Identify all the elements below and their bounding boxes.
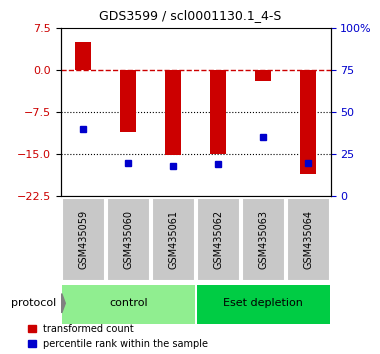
FancyArrow shape bbox=[61, 293, 65, 313]
Bar bbox=[62, 198, 105, 281]
Bar bbox=[196, 198, 240, 281]
Bar bbox=[120, 70, 136, 132]
Text: GSM435064: GSM435064 bbox=[303, 210, 313, 269]
Bar bbox=[300, 70, 316, 174]
Bar bbox=[255, 70, 271, 81]
Text: GSM435063: GSM435063 bbox=[258, 210, 268, 269]
Bar bbox=[165, 70, 181, 155]
Legend: transformed count, percentile rank within the sample: transformed count, percentile rank withi… bbox=[24, 320, 212, 353]
Bar bbox=[287, 198, 330, 281]
Bar bbox=[242, 198, 285, 281]
Bar bbox=[152, 198, 195, 281]
Text: protocol: protocol bbox=[11, 298, 56, 308]
Text: control: control bbox=[109, 298, 147, 308]
Text: GDS3599 / scl0001130.1_4-S: GDS3599 / scl0001130.1_4-S bbox=[99, 9, 281, 22]
Text: Eset depletion: Eset depletion bbox=[223, 298, 303, 308]
Bar bbox=[62, 285, 195, 324]
Bar bbox=[75, 42, 91, 70]
Bar bbox=[210, 70, 226, 154]
Text: GSM435059: GSM435059 bbox=[78, 210, 88, 269]
Text: GSM435062: GSM435062 bbox=[213, 210, 223, 269]
Bar bbox=[196, 285, 330, 324]
Bar bbox=[107, 198, 150, 281]
Text: GSM435061: GSM435061 bbox=[168, 210, 178, 269]
Text: GSM435060: GSM435060 bbox=[123, 210, 133, 269]
